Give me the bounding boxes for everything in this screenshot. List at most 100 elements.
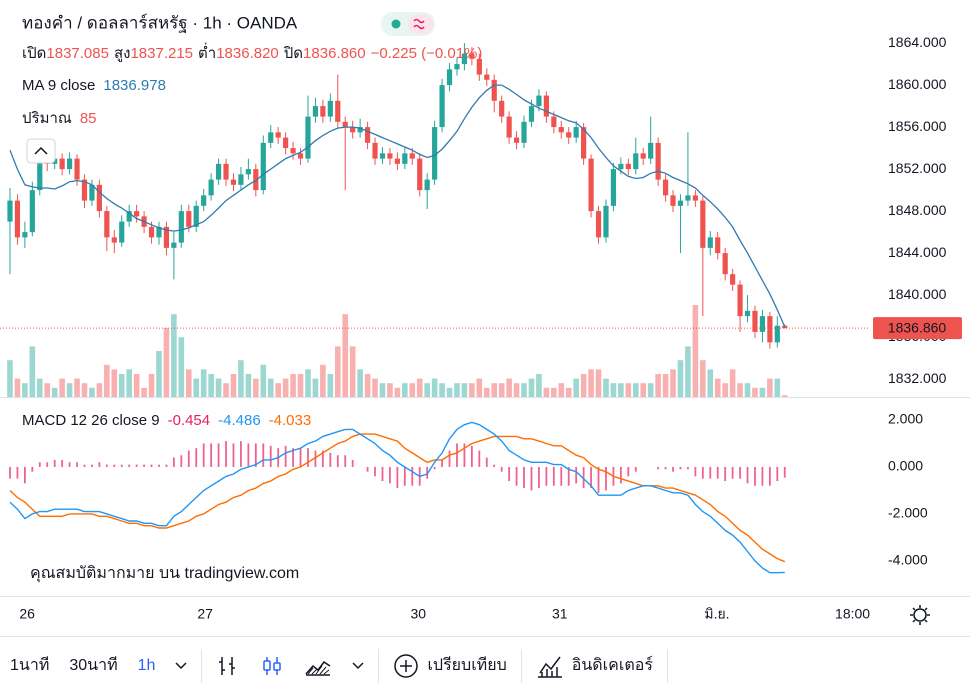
histogram-bar [530, 466, 533, 491]
histogram-bar [9, 466, 11, 479]
candle-body [253, 169, 259, 191]
candle-body [275, 132, 281, 138]
volume-bar [245, 374, 252, 397]
y-tick-label: 1852.000 [888, 160, 947, 176]
area-style-button[interactable] [294, 637, 342, 694]
interval-button[interactable]: 1นาที [10, 657, 50, 674]
candle-body [595, 211, 602, 238]
interval-button[interactable]: 1h [137, 656, 156, 674]
volume-bar [163, 328, 170, 397]
candle-body [74, 158, 80, 180]
candle-style-button[interactable] [250, 637, 294, 694]
candle-body [201, 195, 207, 206]
candle-body [744, 310, 751, 317]
histogram-bar [307, 448, 309, 467]
histogram-bar [657, 466, 660, 470]
legend-value: -0.454 [168, 412, 211, 429]
volume-bar [171, 314, 177, 397]
histogram-bar [411, 466, 414, 486]
volume-bar [14, 378, 21, 397]
candle-body [186, 211, 192, 227]
legend-key: เปิด [22, 45, 46, 62]
volume-bar [51, 387, 58, 397]
chart: ทองคำ / ดอลลาร์สหรัฐ · 1h · OANDA เปิด18… [0, 12, 970, 625]
histogram-bar [292, 448, 294, 467]
candle-body [670, 195, 676, 206]
histogram-bar [746, 466, 749, 484]
histogram-bar [91, 464, 93, 467]
candle-body [171, 242, 177, 248]
candle-body [439, 85, 445, 128]
compare-button[interactable]: เปรียบเทียบ [383, 637, 516, 694]
volume-bar [588, 369, 594, 397]
histogram-bar [336, 455, 339, 467]
candle-body [633, 153, 639, 170]
legend-change: −0.225 (−0.01%) [371, 45, 483, 62]
interval-menu[interactable] [165, 637, 197, 694]
volume-bar [714, 378, 721, 397]
settings-icon[interactable] [910, 605, 930, 625]
histogram-bar [31, 466, 34, 472]
candle-body [119, 221, 125, 243]
candle-body [156, 226, 162, 238]
x-tick-label: 30 [410, 606, 426, 622]
candle-body [37, 158, 43, 191]
volume-bar [208, 374, 214, 397]
histogram-bar [739, 466, 741, 479]
candle-body [506, 116, 512, 138]
histogram-bar [16, 466, 19, 479]
histogram-bar [716, 466, 719, 479]
histogram-bar [217, 443, 220, 467]
ohlc-legend: เปิด1837.085 สูง1837.215 ต่ำ1836.820 ปิด183… [22, 42, 482, 62]
indicators-button[interactable]: อินดิเคเตอร์ [526, 637, 663, 694]
legend-key: ปิด [283, 45, 303, 62]
histogram-bar [731, 466, 734, 479]
y-tick-label: -4.000 [888, 552, 928, 568]
histogram-bar [321, 450, 324, 467]
volume-bar [185, 369, 192, 397]
separator [520, 648, 522, 683]
histogram-bar [351, 459, 354, 467]
collapse-button[interactable] [26, 138, 56, 164]
volume-bar [662, 374, 669, 397]
histogram-bar [448, 450, 451, 467]
candle-body [685, 195, 691, 201]
histogram-bar [672, 466, 674, 472]
histogram-bar [597, 466, 600, 493]
volume-bar [573, 378, 579, 397]
candle-body [193, 205, 199, 227]
volume-bar [536, 374, 542, 397]
legend-value: -4.486 [218, 412, 261, 429]
volume-bar [253, 378, 259, 397]
style-menu[interactable] [342, 637, 374, 694]
candle-body [446, 69, 453, 86]
histogram-bar [768, 466, 771, 486]
histogram-bar [210, 443, 213, 467]
candle-body [81, 179, 88, 201]
histogram-bar [619, 466, 622, 484]
candle-body [722, 253, 728, 275]
candle-body [469, 53, 475, 59]
legend-key: MA 9 close [22, 77, 95, 94]
histogram-bar [150, 464, 153, 467]
volume-bar [305, 369, 311, 397]
histogram-bar [567, 466, 570, 486]
histogram-bar [314, 450, 317, 467]
indicators-label: อินดิเคเตอร์ [571, 657, 653, 674]
histogram-bar [254, 443, 257, 467]
y-tick-label: 1840.000 [888, 286, 947, 302]
volume-bar [707, 369, 714, 397]
interval-button[interactable]: 30นาที [69, 657, 118, 674]
candle-body [320, 106, 326, 117]
volume-bar [528, 378, 535, 397]
candle-body [96, 184, 102, 212]
candle-body [357, 127, 363, 133]
bar-style-button[interactable] [206, 637, 250, 694]
volume-bar [476, 378, 483, 397]
volume-bar [439, 383, 445, 397]
histogram-bar [284, 445, 287, 467]
volume-bar [431, 378, 438, 397]
volume-bar [692, 305, 699, 397]
histogram-bar [128, 464, 131, 467]
legend-key: สูง [114, 45, 130, 62]
